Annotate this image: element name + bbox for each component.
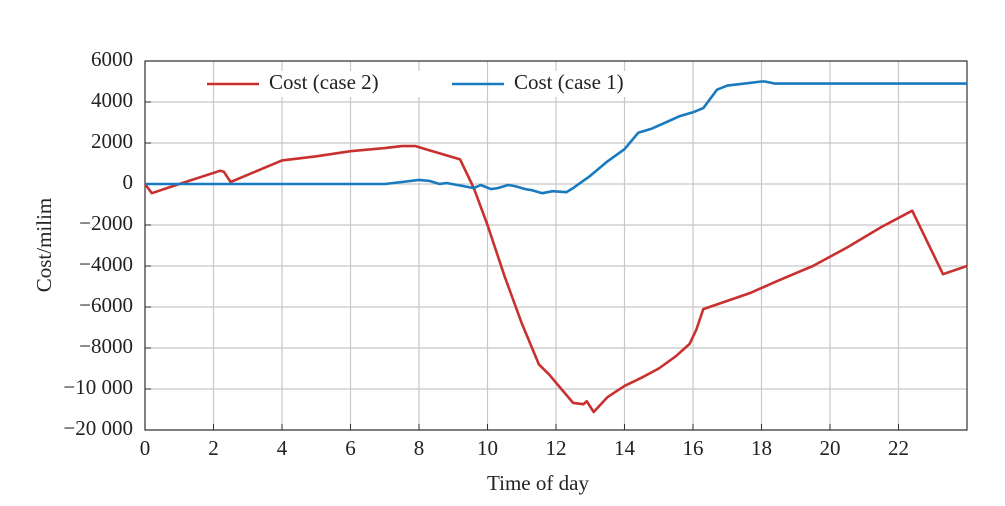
x-tick-label: 2: [208, 436, 219, 460]
y-axis-label: Cost/milim: [32, 198, 56, 293]
x-tick-label: 20: [820, 436, 841, 460]
legend-bg: [510, 71, 670, 97]
line-series: [143, 144, 968, 414]
y-tick-label: −10 000: [63, 375, 133, 399]
y-tick-label: 6000: [91, 47, 133, 71]
y-tick-label: −20 000: [63, 416, 133, 440]
y-tick-label: 2000: [91, 129, 133, 153]
x-tick-label: 14: [614, 436, 636, 460]
x-tick-label: 4: [277, 436, 288, 460]
y-tick-label: −2000: [79, 211, 133, 235]
y-tick-label: −6000: [79, 293, 133, 317]
x-tick-label: 22: [888, 436, 909, 460]
x-axis-label: Time of day: [487, 471, 589, 495]
legend-label: Cost (case 1): [514, 70, 624, 94]
y-tick-label: −8000: [79, 334, 133, 358]
x-tick-label: 16: [683, 436, 704, 460]
x-tick-label: 8: [414, 436, 425, 460]
x-tick-label: 10: [477, 436, 498, 460]
x-tick-label: 0: [140, 436, 151, 460]
x-tick-label: 6: [345, 436, 356, 460]
plot-frame: [144, 60, 968, 431]
y-tick-label: −4000: [79, 252, 133, 276]
y-tick-label: 0: [123, 170, 134, 194]
x-tick-label: 12: [546, 436, 567, 460]
y-tick-label: 4000: [91, 88, 133, 112]
legend-bg: [265, 71, 425, 97]
x-tick-label: 18: [751, 436, 772, 460]
line-series: [145, 80, 967, 195]
legend-label: Cost (case 2): [269, 70, 379, 94]
